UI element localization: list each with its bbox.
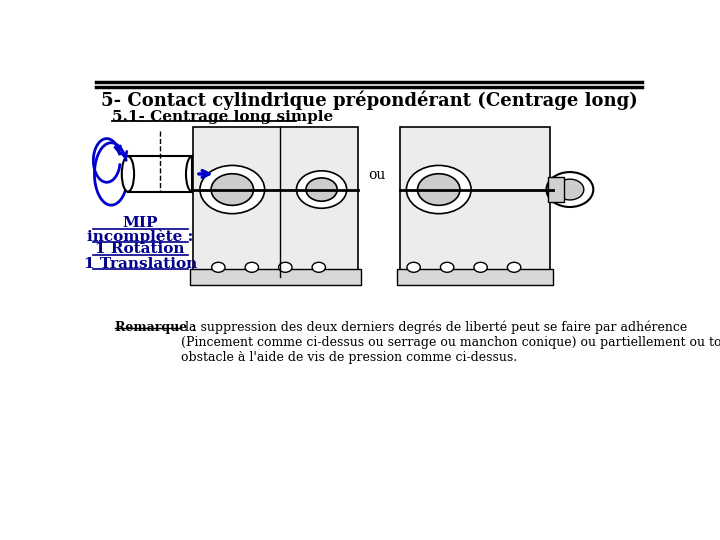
Text: 1 Rotation: 1 Rotation: [96, 242, 185, 256]
Circle shape: [556, 179, 584, 200]
Text: la suppression des deux derniers degrés de liberté peut se faire par adhérence
(: la suppression des deux derniers degrés …: [181, 321, 720, 364]
Text: Remarque :: Remarque :: [115, 321, 197, 334]
Bar: [400, 127, 550, 277]
Bar: [190, 268, 361, 285]
Text: 5.1- Centrage long simple: 5.1- Centrage long simple: [112, 110, 333, 124]
Circle shape: [546, 172, 593, 207]
Circle shape: [312, 262, 325, 272]
Text: ou: ou: [369, 168, 386, 182]
Text: MIP: MIP: [122, 216, 158, 230]
Bar: [193, 127, 358, 277]
Circle shape: [418, 174, 460, 205]
Circle shape: [200, 165, 265, 214]
Circle shape: [407, 262, 420, 272]
Text: 1 Translation: 1 Translation: [84, 256, 197, 271]
Circle shape: [297, 171, 347, 208]
Bar: [397, 268, 553, 285]
Circle shape: [406, 165, 471, 214]
Circle shape: [306, 178, 337, 201]
Circle shape: [474, 262, 487, 272]
Bar: [128, 156, 192, 192]
Bar: [547, 177, 564, 202]
Text: 5- Contact cylindrique prépondérant (Centrage long): 5- Contact cylindrique prépondérant (Cen…: [101, 90, 637, 110]
Ellipse shape: [122, 156, 134, 192]
Circle shape: [441, 262, 454, 272]
Circle shape: [279, 262, 292, 272]
Circle shape: [211, 174, 253, 205]
Text: incomplète :: incomplète :: [87, 228, 194, 244]
Circle shape: [212, 262, 225, 272]
Circle shape: [508, 262, 521, 272]
Circle shape: [245, 262, 258, 272]
